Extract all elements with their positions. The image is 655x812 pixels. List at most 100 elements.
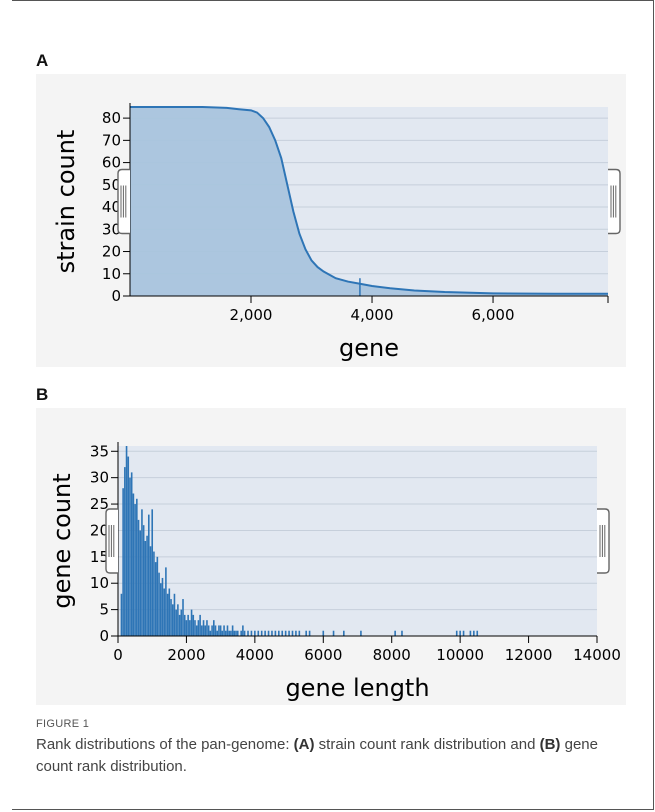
y-tick-label: 20	[90, 521, 109, 539]
gene-count-bar	[459, 630, 461, 636]
gene-count-bar	[298, 630, 301, 636]
gene-count-bar	[165, 567, 167, 636]
gene-count-bar	[206, 620, 208, 636]
gene-count-bar	[218, 625, 220, 636]
gene-count-bar	[178, 614, 181, 636]
y-tick-label: 0	[111, 287, 121, 305]
gene-count-bar	[476, 630, 479, 636]
plot-area	[118, 446, 597, 636]
right-range-handle	[597, 508, 610, 574]
gene-count-bar	[141, 509, 143, 636]
figure-caption: Rank distributions of the pan-genome: (A…	[36, 734, 626, 778]
gene-count-bar	[240, 630, 242, 636]
y-axis-label: gene count	[48, 473, 76, 608]
gene-count-bar	[236, 630, 239, 636]
gene-count-bar	[154, 562, 157, 636]
gene-count-bar	[221, 630, 224, 636]
gene-count-bar	[136, 498, 138, 636]
gene-count-bar	[149, 546, 152, 636]
gene-count-bar	[235, 630, 237, 636]
x-tick-label: 8000	[373, 646, 411, 664]
x-tick-label: 6,000	[472, 306, 515, 324]
gene-count-bar	[305, 630, 307, 636]
y-axis-label: strain count	[52, 130, 80, 274]
gene-count-bar	[137, 519, 140, 636]
x-tick-label: 2,000	[230, 306, 273, 324]
gene-count-bar	[190, 609, 193, 636]
right-range-handle	[608, 168, 621, 235]
gene-count-bar	[134, 504, 136, 636]
gene-count-bar	[250, 630, 253, 636]
y-tick-label: 25	[90, 495, 109, 513]
y-tick-label: 10	[102, 265, 121, 283]
y-tick-label: 35	[90, 442, 109, 460]
gene-count-bar	[332, 630, 335, 636]
y-tick-label: 30	[102, 220, 121, 238]
gene-count-bar	[278, 630, 280, 636]
gene-count-bar	[243, 630, 246, 636]
gene-count-bar	[177, 604, 179, 636]
caption-part: (A)	[293, 736, 315, 753]
gene-count-bar	[202, 620, 205, 636]
gene-count-bar	[170, 599, 172, 636]
gene-count-bar	[194, 620, 196, 636]
gene-count-bar	[139, 530, 142, 636]
gene-count-bar	[158, 572, 160, 636]
gene-count-bar	[455, 630, 458, 636]
y-tick-label: 20	[102, 243, 121, 261]
gene-count-bar	[168, 588, 171, 636]
gene-count-bar	[144, 541, 147, 636]
gene-count-bar	[161, 577, 164, 636]
gene-count-bar	[473, 630, 475, 636]
caption-part: strain count rank distribution and	[314, 736, 540, 753]
gene-count-bar	[183, 614, 186, 636]
gene-count-bar	[223, 625, 225, 636]
x-tick-label: 10000	[436, 646, 484, 664]
gene-count-bar	[322, 630, 325, 636]
gene-count-bar	[146, 535, 148, 636]
gene-count-bar	[124, 467, 126, 636]
gene-count-bar	[130, 472, 133, 636]
gene-count-chart: 0 5 10 15 20 25 30 35 0 2000 4000 6000 8000 10000 1200…	[48, 442, 621, 702]
x-axis-label: gene	[339, 334, 399, 362]
y-tick-label: 40	[102, 198, 121, 216]
gene-count-bar	[247, 630, 249, 636]
gene-count-bar	[233, 630, 236, 636]
gene-count-bar	[199, 614, 201, 636]
x-tick-label: 14000	[573, 646, 621, 664]
gene-count-bar	[284, 630, 287, 636]
strain-count-chart: 0 10 20 30 40 50 60 70 80 2,000 4,000 6,000 gene stra…	[52, 103, 621, 362]
y-tick-label: 15	[90, 548, 109, 566]
gene-count-bar	[224, 630, 227, 636]
figure-frame	[12, 0, 654, 810]
gene-count-bar	[153, 551, 155, 636]
gene-count-bar	[360, 630, 362, 636]
caption-part: (B)	[539, 736, 561, 753]
gene-count-bar	[264, 630, 266, 636]
gene-count-bar	[228, 630, 230, 636]
gene-count-bar	[308, 630, 311, 636]
gene-count-bar	[209, 630, 212, 636]
gene-count-bar	[211, 625, 213, 636]
gene-count-bar	[127, 456, 130, 636]
gene-count-bar	[125, 446, 128, 636]
panel-a-label: A	[36, 51, 49, 70]
gene-count-bar	[120, 593, 123, 636]
gene-count-bar	[219, 625, 222, 636]
x-tick-label: 4000	[236, 646, 274, 664]
gene-count-bar	[156, 556, 159, 636]
y-tick-label: 30	[90, 469, 109, 487]
y-tick-label: 10	[90, 574, 109, 592]
gene-count-bar	[147, 514, 150, 636]
gene-count-bar	[343, 630, 345, 636]
gene-count-bar	[122, 488, 124, 636]
gene-count-bar	[462, 630, 465, 636]
y-tick-label: 60	[102, 154, 121, 172]
strain-count-line	[130, 106, 608, 295]
gene-count-bar	[197, 620, 200, 636]
gene-count-bar	[180, 609, 183, 636]
gene-count-bar	[291, 630, 294, 636]
gene-count-bar	[214, 625, 217, 636]
gene-count-bar	[195, 625, 198, 636]
gene-count-bar	[401, 630, 403, 636]
